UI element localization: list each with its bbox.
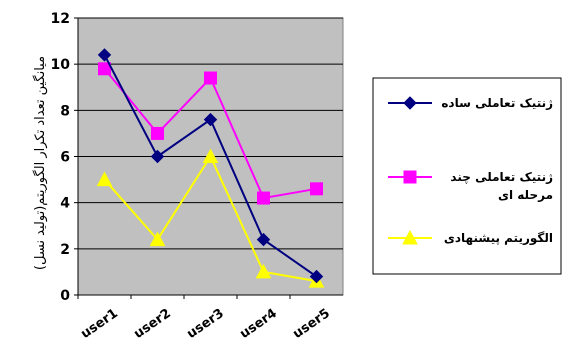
series-1: [97, 48, 324, 284]
legend: ژنتیک تعاملی ساده ژنتیک تعاملی چند مرحله ا…: [372, 77, 562, 275]
y-tick-label: 8: [60, 103, 70, 119]
legend-label: ژنتیک تعاملی چند: [450, 170, 553, 184]
y-tick-label: 4: [60, 196, 70, 212]
legend-marker: [403, 170, 417, 184]
legend-label: مرحله ای: [498, 188, 553, 202]
x-tick-label: user2: [131, 306, 173, 342]
data-point: [202, 148, 219, 163]
data-point: [97, 48, 112, 62]
data-point: [203, 112, 218, 127]
x-tick-label: user3: [184, 306, 226, 342]
y-axis-label: میانگین تعداد تکرار الگوریتم(تولید نسل): [32, 56, 48, 270]
y-tick-label: 0: [60, 288, 70, 304]
data-point: [96, 171, 113, 187]
y-tick-labels: 0 2 4 6 8 10 12: [51, 11, 71, 304]
data-point: [150, 149, 165, 164]
legend-label: ژنتیک تعاملی ساده: [441, 96, 553, 110]
legend-marker: [402, 229, 418, 245]
legend-item-3: الگوریتم پیشنهادی: [388, 229, 553, 246]
x-tick-labels: user1 user2 user3 user4 user5: [77, 295, 333, 342]
data-point: [149, 231, 166, 247]
legend-label: الگوریتم پیشنهادی: [444, 231, 553, 246]
series-2: [98, 62, 323, 205]
data-point: [309, 269, 324, 284]
data-point: [98, 62, 111, 76]
x-tick-label: user4: [237, 306, 279, 342]
data-point: [310, 182, 323, 196]
axes: [77, 18, 343, 296]
data-point: [204, 71, 217, 85]
legend-item-1: ژنتیک تعاملی ساده: [388, 96, 553, 110]
x-tick-label: user1: [78, 306, 120, 342]
series-layer: [96, 48, 325, 288]
data-point: [256, 232, 271, 247]
data-point: [255, 263, 272, 279]
y-tick-label: 12: [51, 11, 70, 27]
y-tick-label: 10: [51, 57, 71, 73]
legend-marker: [403, 96, 417, 110]
y-tick-label: 6: [60, 150, 70, 166]
legend-item-2: ژنتیک تعاملی چند مرحله ای: [388, 170, 553, 202]
y-tick-label: 2: [60, 242, 70, 258]
data-point: [151, 126, 164, 140]
data-point: [257, 191, 270, 205]
x-tick-label: user5: [290, 306, 332, 342]
